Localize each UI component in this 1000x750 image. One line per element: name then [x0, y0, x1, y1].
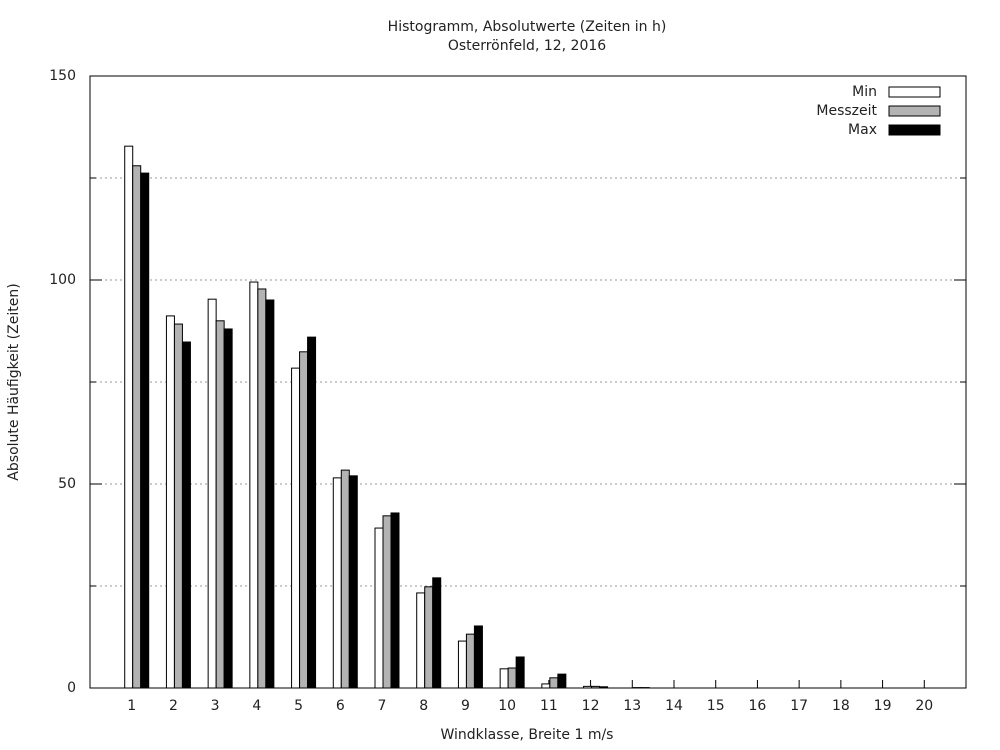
x-tick-label: 11: [540, 698, 558, 714]
x-tick-label: 6: [336, 698, 345, 714]
bar: [583, 685, 593, 689]
bar: [424, 586, 434, 689]
x-tick-label: 18: [832, 698, 850, 714]
bar: [215, 320, 225, 689]
bar: [307, 336, 317, 689]
bar: [507, 667, 517, 689]
x-tick-label: 14: [665, 698, 683, 714]
legend-swatch: [888, 86, 941, 98]
legend-swatch: [888, 105, 941, 117]
legend-label: Messzeit: [816, 103, 877, 119]
bar: [432, 577, 442, 689]
chart-subtitle: Osterrönfeld, 12, 2016: [448, 38, 606, 54]
x-tick-label: 20: [915, 698, 933, 714]
bar: [591, 685, 601, 689]
y-tick-label: 0: [67, 680, 76, 696]
bar: [207, 298, 217, 689]
legend-swatch: [888, 124, 941, 136]
bar: [181, 341, 191, 689]
x-tick-label: 8: [419, 698, 428, 714]
x-tick-label: 2: [169, 698, 178, 714]
bar: [416, 592, 426, 689]
bar: [165, 315, 175, 689]
x-tick-label: 10: [498, 698, 516, 714]
bar: [515, 656, 525, 689]
bar: [557, 673, 567, 689]
bar: [348, 475, 358, 689]
x-axis-label: Windklasse, Breite 1 m/s: [441, 727, 614, 743]
bar: [332, 477, 342, 689]
bar: [541, 683, 551, 689]
bar: [265, 299, 275, 689]
bar: [465, 633, 475, 689]
bar: [140, 172, 150, 689]
bar: [291, 367, 301, 689]
bar: [299, 351, 309, 689]
bar: [390, 512, 400, 689]
bar: [340, 469, 350, 689]
x-tick-label: 13: [623, 698, 641, 714]
x-tick-label: 9: [461, 698, 470, 714]
plot-frame: [89, 75, 967, 689]
legend-label: Min: [852, 84, 877, 100]
x-tick-label: 5: [294, 698, 303, 714]
x-tick-label: 19: [874, 698, 892, 714]
y-tick-label: 50: [58, 476, 76, 492]
bar: [173, 323, 183, 689]
x-tick-label: 1: [127, 698, 136, 714]
bar: [499, 668, 509, 689]
bar: [599, 686, 609, 689]
bar: [249, 281, 259, 689]
bar: [382, 515, 392, 689]
y-tick-label: 100: [49, 272, 76, 288]
bar: [549, 677, 559, 689]
x-tick-label: 3: [211, 698, 220, 714]
x-tick-label: 12: [582, 698, 600, 714]
x-tick-label: 17: [790, 698, 808, 714]
bar: [124, 145, 134, 689]
bar: [257, 288, 267, 689]
x-tick-label: 7: [378, 698, 387, 714]
bar: [473, 625, 483, 689]
x-tick-label: 4: [252, 698, 261, 714]
bar: [132, 165, 142, 689]
bar: [223, 328, 233, 689]
y-tick-label: 150: [49, 68, 76, 84]
y-axis-label: Absolute Häufigkeit (Zeiten): [6, 283, 22, 480]
x-tick-label: 16: [749, 698, 767, 714]
x-tick-label: 15: [707, 698, 725, 714]
chart-title: Histogramm, Absolutwerte (Zeiten in h): [388, 19, 667, 35]
legend-label: Max: [848, 122, 877, 138]
bar: [457, 640, 467, 689]
bar: [374, 527, 384, 689]
